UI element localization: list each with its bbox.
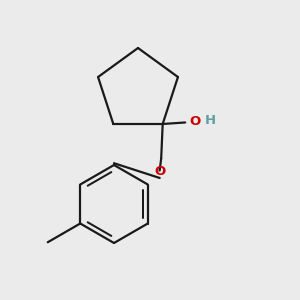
Text: H: H <box>205 114 216 127</box>
Text: O: O <box>154 165 165 178</box>
Text: O: O <box>189 116 200 128</box>
